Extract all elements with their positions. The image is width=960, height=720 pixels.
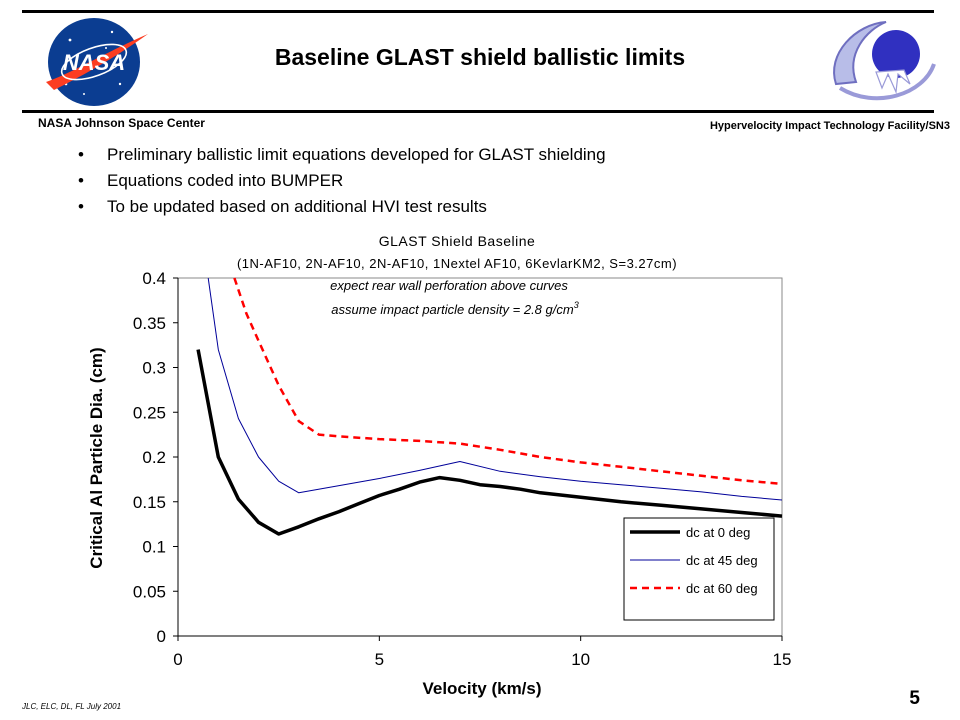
series-line-45-deg: [207, 277, 783, 501]
slide-title: Baseline GLAST shield ballistic limits: [274, 44, 686, 70]
series-line-60-deg: [233, 277, 783, 486]
annotation-density-sup: 3: [574, 300, 579, 310]
page-number: 5: [909, 688, 920, 709]
bullet-item: • Preliminary ballistic limit equations d…: [78, 144, 606, 170]
y-tick-label: 0.2: [142, 448, 166, 467]
nasa-logo-icon: NASA: [46, 18, 148, 106]
y-tick-label: 0.1: [142, 538, 166, 557]
header-bottom-rule: [22, 110, 934, 113]
bullet-glyph: •: [78, 197, 84, 216]
annotation-rear-wall: expect rear wall perforation above curve…: [330, 278, 568, 293]
y-tick-label: 0.35: [133, 314, 166, 333]
annotation-density: assume impact particle density = 2.8 g/c…: [331, 300, 578, 317]
y-tick-label: 0.4: [142, 269, 166, 288]
y-tick-label: 0.05: [133, 582, 166, 601]
annotation-density-text: assume impact particle density = 2.8 g/c…: [331, 302, 574, 317]
bullet-text: To be updated based on additional HVI te…: [107, 197, 487, 216]
bullet-text: Equations coded into BUMPER: [107, 171, 344, 190]
footer-credits: JLC, ELC, DL, FL July 2001: [22, 702, 122, 711]
y-tick-label: 0: [157, 627, 166, 646]
y-tick-label: 0.25: [133, 403, 166, 422]
y-axis-label: Critical Al Particle Dia. (cm): [87, 347, 106, 568]
bullet-item: • To be updated based on additional HVI t…: [78, 196, 606, 222]
x-axis-label: Velocity (km/s): [422, 679, 541, 698]
nasa-logo-text: NASA: [63, 50, 125, 75]
x-tick-label: 10: [571, 650, 590, 669]
x-tick-label: 5: [375, 650, 384, 669]
chart-title: GLAST Shield Baseline: [379, 233, 536, 249]
y-tick-label: 0.15: [133, 493, 166, 512]
x-tick-label: 0: [173, 650, 182, 669]
ballistic-limit-chart: GLAST Shield Baseline (1N-AF10, 2N-AF10,…: [87, 233, 792, 698]
bullet-glyph: •: [78, 171, 84, 190]
y-tick-label: 0.3: [142, 359, 166, 378]
org-label: NASA Johnson Space Center: [38, 116, 205, 130]
header-top-rule: [22, 10, 934, 13]
legend-label: dc at 60 deg: [686, 581, 758, 596]
series-line-0-deg: [196, 349, 783, 536]
bullet-list: • Preliminary ballistic limit equations d…: [78, 144, 606, 222]
bullet-item: • Equations coded into BUMPER: [78, 170, 606, 196]
bullet-text: Preliminary ballistic limit equations de…: [107, 145, 606, 164]
legend-label: dc at 45 deg: [686, 553, 758, 568]
legend-label: dc at 0 deg: [686, 525, 750, 540]
plot-area: 0 0.05 0.1 0.15 0.2 0.25 0.3 0.35 0.4 0 5 10 15 dc at…: [133, 269, 792, 669]
legend-box: [623, 517, 775, 621]
x-tick-label: 15: [773, 650, 792, 669]
facility-emblem-icon: [833, 21, 936, 101]
chart-subtitle: (1N-AF10, 2N-AF10, 2N-AF10, 1Nextel AF10…: [237, 256, 677, 271]
facility-label: Hypervelocity Impact Technology Facility…: [709, 120, 950, 132]
bullet-glyph: •: [78, 145, 84, 164]
